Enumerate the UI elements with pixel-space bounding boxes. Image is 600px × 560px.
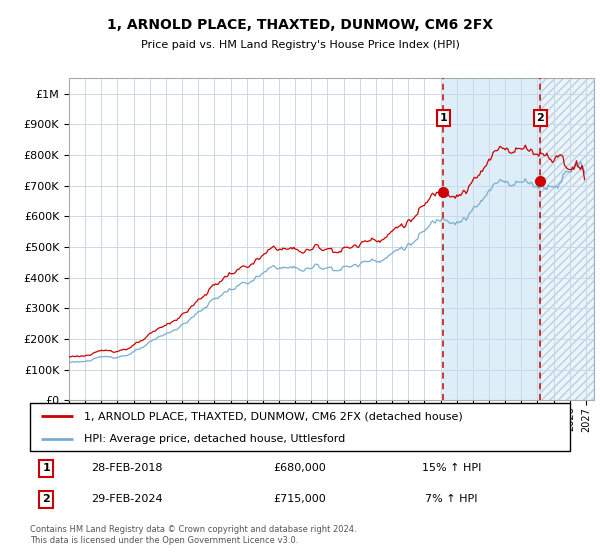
Bar [540, 78, 594, 400]
Text: £715,000: £715,000 [274, 494, 326, 505]
Text: HPI: Average price, detached house, Uttlesford: HPI: Average price, detached house, Uttl… [84, 435, 345, 445]
Text: 29-FEB-2024: 29-FEB-2024 [91, 494, 163, 505]
Text: 1: 1 [439, 113, 447, 123]
Text: Price paid vs. HM Land Registry's House Price Index (HPI): Price paid vs. HM Land Registry's House … [140, 40, 460, 50]
Text: 1, ARNOLD PLACE, THAXTED, DUNMOW, CM6 2FX: 1, ARNOLD PLACE, THAXTED, DUNMOW, CM6 2F… [107, 18, 493, 32]
Text: Contains HM Land Registry data © Crown copyright and database right 2024.
This d: Contains HM Land Registry data © Crown c… [30, 525, 356, 545]
Text: 1: 1 [43, 463, 50, 473]
Text: 28-FEB-2018: 28-FEB-2018 [91, 463, 163, 473]
Text: 2: 2 [536, 113, 544, 123]
Bar [443, 78, 540, 400]
Text: 7% ↑ HPI: 7% ↑ HPI [425, 494, 478, 505]
Bar [540, 78, 594, 400]
Text: 2: 2 [43, 494, 50, 505]
Text: £680,000: £680,000 [274, 463, 326, 473]
Text: 1, ARNOLD PLACE, THAXTED, DUNMOW, CM6 2FX (detached house): 1, ARNOLD PLACE, THAXTED, DUNMOW, CM6 2F… [84, 412, 463, 422]
Text: 15% ↑ HPI: 15% ↑ HPI [422, 463, 481, 473]
